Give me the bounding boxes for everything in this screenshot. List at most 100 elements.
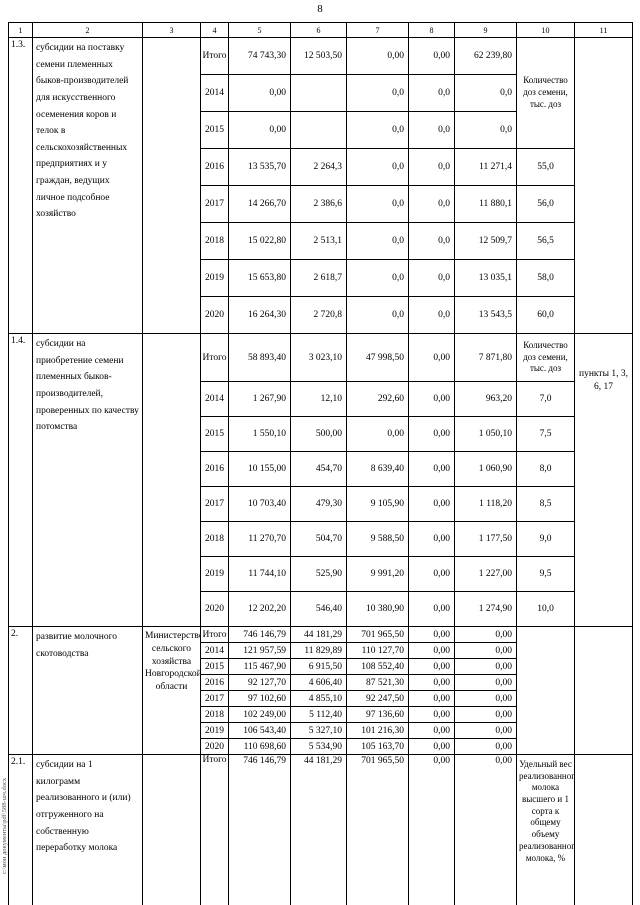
amount-cell: 0,00: [408, 754, 455, 905]
year-cell: Итого: [200, 333, 229, 382]
amount-cell: 8 639,40: [346, 451, 409, 487]
amount-cell: 0,0: [346, 148, 409, 186]
amount-cell: 0,0: [346, 185, 409, 223]
year-cell: 2017: [200, 486, 229, 522]
indicator-value-cell: 7,5: [516, 416, 575, 452]
table-row: 2.1. субсидии на 1 килограмм реализованно…: [8, 754, 633, 905]
program-clause-cell: [574, 626, 633, 755]
amount-cell: 0,0: [346, 74, 409, 112]
amount-cell: 87 521,30: [346, 674, 409, 691]
amount-cell: 746 146,79: [228, 626, 291, 643]
year-cell: 2014: [200, 642, 229, 659]
amount-cell: 0,00: [408, 486, 455, 522]
column-number: 9: [454, 22, 517, 38]
year-cell: 2016: [200, 451, 229, 487]
amount-cell: 0,00: [346, 37, 409, 75]
amount-cell: 15 022,80: [228, 222, 291, 260]
year-cell: Итого: [200, 754, 229, 905]
year-cell: 2020: [200, 296, 229, 334]
amount-cell: 0,00: [408, 626, 455, 643]
amount-cell: 0,0: [408, 259, 455, 297]
year-cell: 2019: [200, 556, 229, 592]
table-row: 2019 106 543,40 5 327,10 101 216,30 0,00 0,00: [9, 722, 633, 739]
table-row: 2020 12 202,20 546,40 10 380,90 0,00 1 274,90…: [9, 591, 633, 627]
amount-cell: 1 060,90: [454, 451, 517, 487]
amount-cell: 97 102,60: [228, 690, 291, 707]
amount-cell: 0,00: [454, 690, 517, 707]
amount-cell: 9 588,50: [346, 521, 409, 557]
amount-cell: 5 112,40: [290, 706, 347, 723]
amount-cell: 10 380,90: [346, 591, 409, 627]
table-row: 2016 92 127,70 4 606,40 87 521,30 0,00 0,00: [9, 674, 633, 691]
amount-cell: 0,00: [454, 626, 517, 643]
amount-cell: 11 880,1: [454, 185, 517, 223]
amount-cell: 0,0: [346, 111, 409, 149]
indicator-name-cell: Количество доз семени, тыс. доз: [516, 333, 575, 382]
column-number: 6: [290, 22, 347, 38]
amount-cell: 14 266,70: [228, 185, 291, 223]
amount-cell: [290, 74, 347, 112]
measure-name-cell: субсидии на поставку семени племенных бы…: [32, 37, 143, 334]
amount-cell: 13 543,5: [454, 296, 517, 334]
amount-cell: 0,0: [454, 74, 517, 112]
amount-cell: 0,0: [346, 259, 409, 297]
amount-cell: 11 829,89: [290, 642, 347, 659]
indicator-value-cell: 60,0: [516, 296, 575, 334]
column-number: 11: [574, 22, 633, 38]
amount-cell: 1 267,90: [228, 381, 291, 417]
table-row: 2016 13 535,70 2 264,3 0,0 0,0 11 271,4 55,0: [9, 148, 633, 186]
amount-cell: 0,0: [454, 111, 517, 149]
year-cell: 2020: [200, 591, 229, 627]
year-cell: 2020: [200, 738, 229, 755]
amount-cell: 13 535,70: [228, 148, 291, 186]
amount-cell: 2 264,3: [290, 148, 347, 186]
page-number: 8: [317, 3, 323, 15]
amount-cell: 0,00: [228, 74, 291, 112]
amount-cell: 0,00: [454, 722, 517, 739]
amount-cell: 500,00: [290, 416, 347, 452]
year-cell: 2014: [200, 74, 229, 112]
row-number-cell: 1.3.: [8, 37, 33, 334]
amount-cell: 11 744,10: [228, 556, 291, 592]
amount-cell: 963,20: [454, 381, 517, 417]
amount-cell: 3 023,10: [290, 333, 347, 382]
table-row: 2017 97 102,60 4 855,10 92 247,50 0,00 0,00: [9, 690, 633, 707]
amount-cell: 0,00: [408, 591, 455, 627]
amount-cell: 105 163,70: [346, 738, 409, 755]
column-number: 10: [516, 22, 575, 38]
year-cell: 2019: [200, 259, 229, 297]
amount-cell: 58 893,40: [228, 333, 291, 382]
row-number-cell: 1.4.: [8, 333, 33, 627]
amount-cell: 0,0: [346, 296, 409, 334]
amount-cell: 0,00: [454, 754, 517, 905]
indicator-value-cell: 10,0: [516, 591, 575, 627]
amount-cell: 0,00: [454, 738, 517, 755]
program-clause-cell: пункты 1, 3, 6, 17: [574, 333, 633, 627]
amount-cell: 115 467,90: [228, 658, 291, 675]
amount-cell: 479,30: [290, 486, 347, 522]
amount-cell: 10 703,40: [228, 486, 291, 522]
year-cell: Итого: [200, 37, 229, 75]
amount-cell: 454,70: [290, 451, 347, 487]
column-number: 5: [228, 22, 291, 38]
amount-cell: 12 503,50: [290, 37, 347, 75]
program-clause-cell: [574, 37, 633, 334]
amount-cell: 44 181,29: [290, 626, 347, 643]
row-number-cell: 2.: [8, 626, 33, 755]
indicator-value-cell: 55,0: [516, 148, 575, 186]
amount-cell: 12,10: [290, 381, 347, 417]
amount-cell: 0,00: [454, 642, 517, 659]
executor-cell: Министерство сельского хозяйства Новгоро…: [142, 626, 201, 755]
amount-cell: 1 274,90: [454, 591, 517, 627]
amount-cell: 62 239,80: [454, 37, 517, 75]
executor-cell: [142, 37, 201, 334]
table-row: 2015 1 550,10 500,00 0,00 0,00 1 050,10 7,5: [9, 416, 633, 452]
amount-cell: 525,90: [290, 556, 347, 592]
table-row: 2018 15 022,80 2 513,1 0,0 0,0 12 509,7 56,5: [9, 222, 633, 260]
indicator-value-cell: 56,5: [516, 222, 575, 260]
amount-cell: 0,00: [408, 642, 455, 659]
column-number-row: 1 2 3 4 5 6 7 8 9 10 11: [8, 22, 633, 38]
amount-cell: 292,60: [346, 381, 409, 417]
amount-cell: 1 177,50: [454, 521, 517, 557]
executor-cell: [142, 333, 201, 627]
